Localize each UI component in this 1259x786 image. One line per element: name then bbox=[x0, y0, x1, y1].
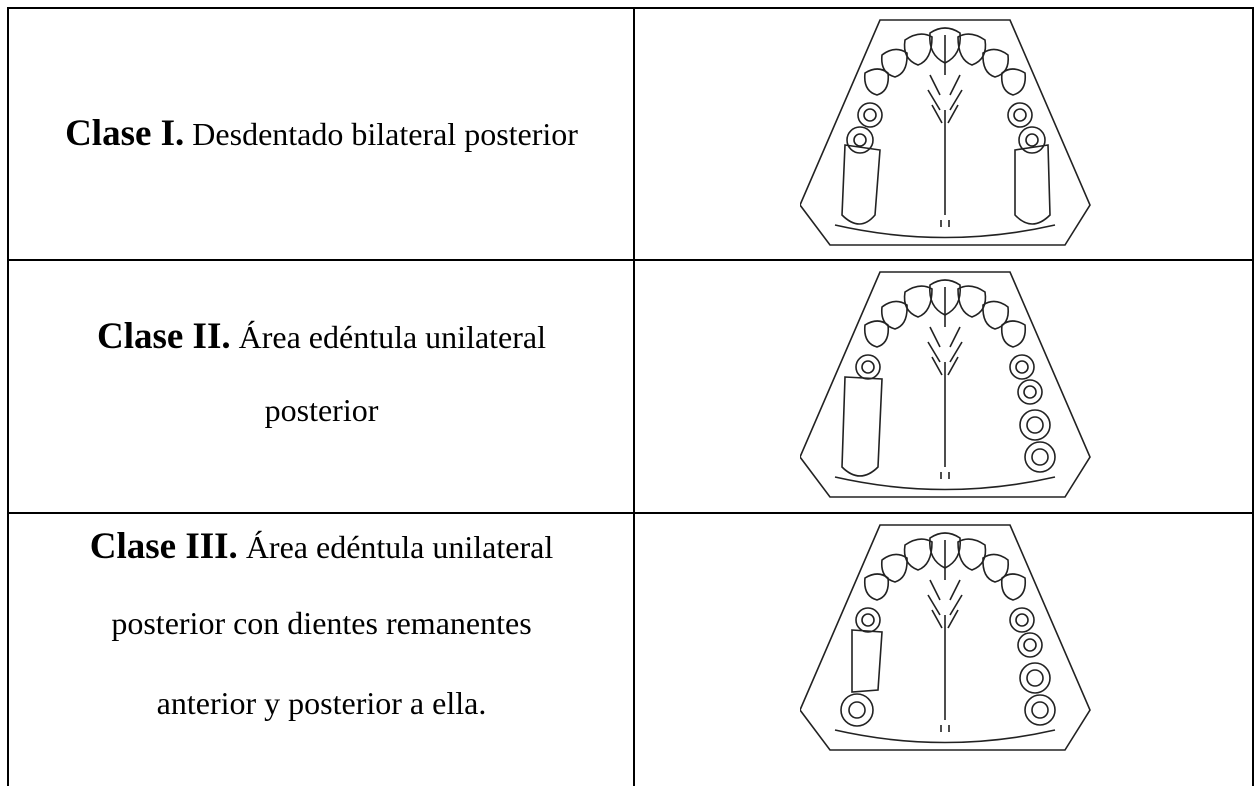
table-border bbox=[7, 512, 1254, 514]
description: anterior y posterior a ella. bbox=[156, 685, 487, 721]
description: posterior con dientes remanentes bbox=[111, 605, 532, 641]
class-label: Clase II. bbox=[96, 316, 231, 357]
row-text: Clase I. Desdentado bilateral posterior bbox=[9, 112, 634, 155]
dental-arch-diagram bbox=[800, 524, 1091, 751]
row-text: Clase II. Área edéntula unilateral bbox=[9, 315, 634, 358]
table-border bbox=[1252, 7, 1254, 786]
class-label: Clase I. bbox=[65, 113, 185, 154]
description: posterior bbox=[264, 392, 379, 428]
row-text: Clase III. Área edéntula unilateral bbox=[9, 525, 634, 568]
class-label: Clase III. bbox=[89, 526, 238, 567]
description: Desdentado bilateral posterior bbox=[192, 116, 578, 152]
dental-arch-diagram bbox=[800, 19, 1091, 246]
table-border bbox=[7, 259, 1254, 261]
description: Área edéntula unilateral bbox=[245, 529, 554, 565]
table-border bbox=[7, 7, 9, 786]
table-border bbox=[633, 7, 635, 786]
table-border bbox=[7, 7, 1254, 9]
description: Área edéntula unilateral bbox=[238, 319, 546, 355]
dental-arch-diagram bbox=[800, 271, 1091, 498]
